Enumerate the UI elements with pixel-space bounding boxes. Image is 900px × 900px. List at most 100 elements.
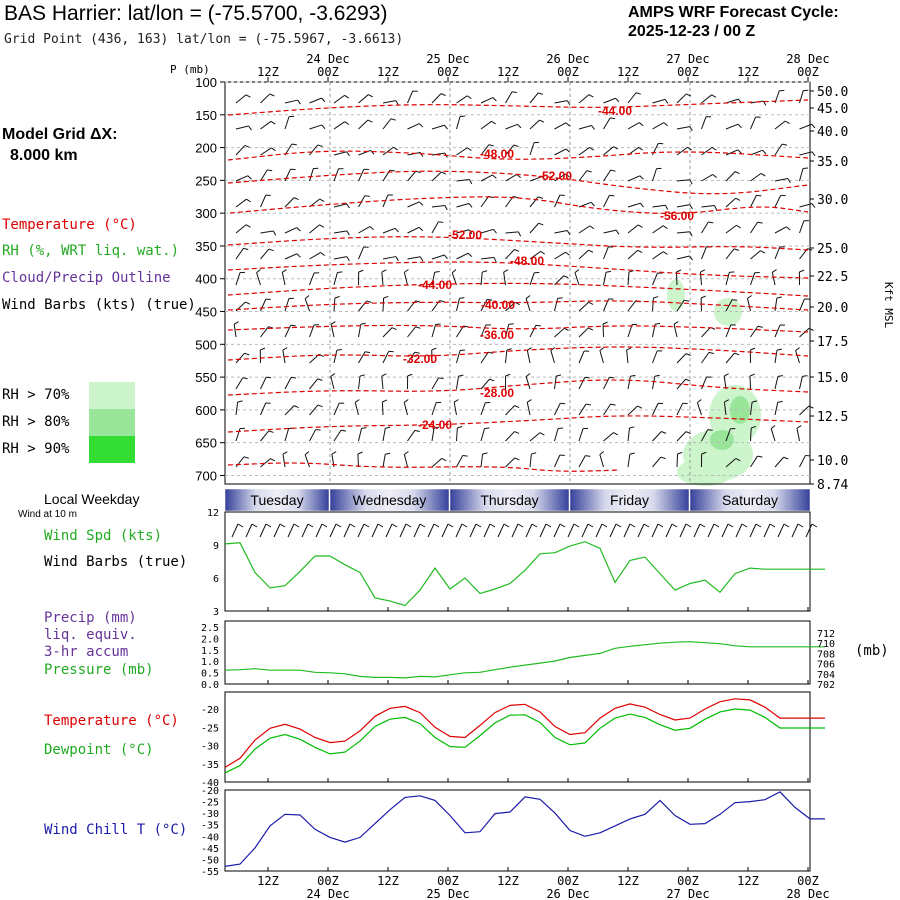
wind-barb — [578, 170, 588, 182]
wind-barb-flag — [268, 248, 274, 252]
wind-barb — [358, 246, 365, 260]
surface-wind-barb-flag — [741, 523, 748, 528]
wind-barb — [284, 405, 295, 416]
wind-barb — [358, 94, 369, 104]
rh-region — [667, 279, 685, 311]
wind-barb — [774, 456, 784, 468]
wind-barb-flag — [488, 144, 494, 147]
pressure-tick-label: 702 — [817, 680, 835, 691]
wind-chill-label: Wind Chill T (°C) — [44, 822, 188, 838]
wind-barb-flag — [700, 295, 706, 299]
wind-barb-flag — [700, 269, 706, 273]
wind-barb-flag — [635, 92, 641, 95]
wind-barb-flag — [320, 252, 325, 256]
pressure-tick-label: 700 — [195, 468, 217, 483]
wind-barb-flag — [514, 249, 520, 252]
wind-barb — [282, 350, 286, 364]
pressure-tick-label: 150 — [195, 108, 217, 123]
surface-wind-barb — [651, 523, 659, 538]
height-tick-label: 10.0 — [817, 454, 848, 469]
wind-barb — [382, 428, 386, 442]
wind-barb-flag — [354, 399, 360, 403]
wind-barb-flag — [760, 250, 766, 254]
model-grid-label: Model Grid ΔX: — [2, 126, 118, 143]
wind-barb-flag — [807, 248, 813, 251]
wind-barb — [456, 376, 460, 390]
wind-barb-flag — [557, 297, 563, 299]
surface-wind-barb-flag — [503, 523, 510, 528]
wind-barb-flag — [336, 349, 342, 351]
wind-barb-flag — [640, 202, 644, 208]
wind-barb — [774, 324, 781, 338]
surface-wind-barb-flag — [531, 523, 538, 528]
wind-barb — [554, 100, 568, 104]
wind-barb-flag — [319, 224, 325, 228]
wind-barb-flag — [588, 249, 594, 253]
wind-barb-flag — [525, 295, 531, 299]
wind-barb — [725, 272, 730, 286]
weekday-cell — [449, 488, 570, 512]
temperature-contour-label: -52.00 — [448, 228, 482, 242]
wind-barb — [725, 458, 737, 468]
wind-barb-flag — [493, 228, 497, 234]
wind-barb-flag — [539, 119, 545, 123]
pressure-tick-label: 450 — [195, 305, 217, 320]
wind-barb-flag — [467, 252, 473, 257]
surface-wind-barb — [273, 523, 281, 538]
wind-barb-flag — [663, 122, 669, 127]
wind-barb-flag — [407, 373, 413, 377]
wind-barb — [652, 297, 654, 312]
wind-barb-flag — [317, 144, 323, 147]
weekday-cell — [689, 488, 811, 512]
wind-barb-flag — [492, 97, 497, 102]
temperature-frame — [224, 691, 811, 783]
wind-barb-flag — [732, 299, 738, 301]
height-tick-label: 15.0 — [817, 371, 848, 386]
wind-barb-flag — [585, 403, 592, 406]
wind-barb — [480, 144, 490, 156]
wind-barb-flag — [489, 378, 495, 382]
wind-barb — [774, 120, 786, 130]
wind-barb-flag — [610, 403, 616, 406]
wind-barb-flag — [586, 170, 592, 173]
precip-tick-label: 0.5 — [201, 669, 219, 680]
wind-barb-flag — [757, 221, 763, 224]
wind-barb-flag — [563, 327, 569, 332]
wind-barb-flag — [434, 270, 440, 273]
wind-barb-flag — [737, 123, 742, 129]
wind-barb — [627, 300, 637, 312]
wind-barb — [480, 324, 487, 338]
surface-wind-barb — [497, 523, 505, 538]
wind-barb-flag — [282, 451, 288, 455]
weekday-label: Local Weekday — [44, 491, 140, 507]
wind-barb-flag — [296, 253, 301, 258]
wind-barb-flag — [513, 144, 519, 148]
wind-barb-flag — [414, 351, 420, 354]
wind-barb-flag — [383, 295, 389, 299]
wind-barb — [407, 430, 416, 442]
wind-barb — [431, 254, 445, 260]
surface-wind-barb — [525, 523, 533, 538]
wind-barb — [652, 403, 659, 416]
wind-barb-flag — [661, 431, 667, 434]
wind-barb-flag — [538, 222, 544, 226]
weekday-label-saturday: Saturday — [722, 492, 778, 508]
bottom-date-label: 28 Dec — [786, 887, 829, 900]
wind-barb-flag — [751, 425, 757, 429]
wind-barb — [626, 350, 629, 364]
wind-barb — [652, 168, 658, 182]
surface-wind-barb — [749, 523, 757, 538]
wind-barb — [505, 91, 513, 104]
wind-barb-flag — [331, 451, 337, 455]
wind-barb — [407, 123, 420, 130]
wind-barb — [750, 172, 762, 182]
temperature-contour-label: -28.00 — [480, 386, 514, 400]
wind-barb — [403, 272, 408, 286]
wind-barb — [525, 298, 531, 312]
wind-barb — [627, 92, 637, 104]
wind-barb-flag — [369, 226, 374, 231]
wind-barb — [431, 402, 437, 416]
surface-wind-barb-flag — [755, 523, 762, 528]
wind-barb-flag — [453, 399, 459, 403]
wind-barb-flag — [566, 230, 571, 236]
